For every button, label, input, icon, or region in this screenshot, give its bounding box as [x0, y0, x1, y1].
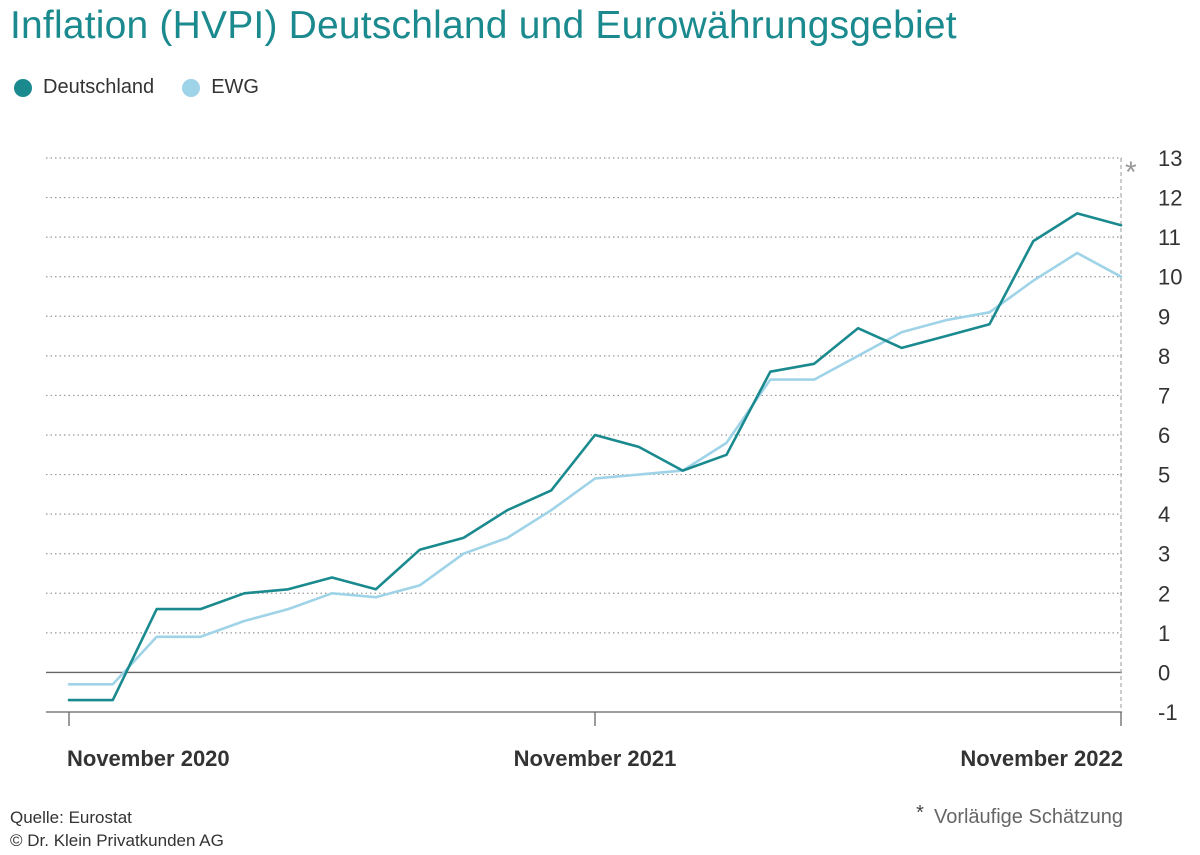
y-tick-label: 2: [1158, 581, 1170, 606]
y-tick-label: 9: [1158, 304, 1170, 329]
series-line-deutschland: [67, 212, 1123, 702]
y-tick-label: 1: [1158, 621, 1170, 646]
y-tick-label: 8: [1158, 344, 1170, 369]
legend-item-ewg: EWG: [182, 76, 259, 99]
legend-item-deutschland: Deutschland: [14, 76, 154, 99]
legend-swatch-deutschland: [14, 78, 32, 97]
legend-label-deutschland: Deutschland: [43, 76, 155, 98]
y-tick-label: 11: [1158, 225, 1181, 250]
y-tick-label: 7: [1158, 383, 1170, 408]
preliminary-marker: *: [1125, 156, 1137, 189]
legend-label-ewg: EWG: [211, 76, 259, 98]
x-tick-label: November 2021: [514, 746, 677, 771]
y-tick-label: 5: [1158, 463, 1170, 488]
y-tick-label: 0: [1158, 660, 1170, 685]
y-tick-label: 3: [1158, 542, 1170, 567]
y-tick-label: 13: [1158, 146, 1182, 171]
x-tick-label: November 2022: [960, 746, 1123, 771]
y-tick-label: 10: [1158, 265, 1182, 290]
legend: Deutschland EWG: [14, 76, 287, 99]
y-tick-label: 12: [1158, 186, 1182, 211]
footer-copyright: © Dr. Klein Privatkunden AG: [10, 831, 224, 850]
legend-swatch-ewg: [182, 78, 201, 97]
y-tick-label: -1: [1158, 700, 1178, 725]
x-tick-label: November 2020: [67, 746, 230, 771]
y-tick-label: 6: [1158, 423, 1170, 448]
footnote-marker: *: [916, 802, 924, 824]
footer-source: Quelle: Eurostat: [10, 808, 132, 827]
y-tick-label: 4: [1158, 502, 1170, 527]
chart-title: Inflation (HVPI) Deutschland und Eurowäh…: [10, 4, 957, 47]
series-line-ewg: [67, 251, 1123, 686]
footnote-text: Vorläufige Schätzung: [933, 806, 1123, 828]
footnote: * Vorläufige Schätzung: [916, 802, 1123, 829]
